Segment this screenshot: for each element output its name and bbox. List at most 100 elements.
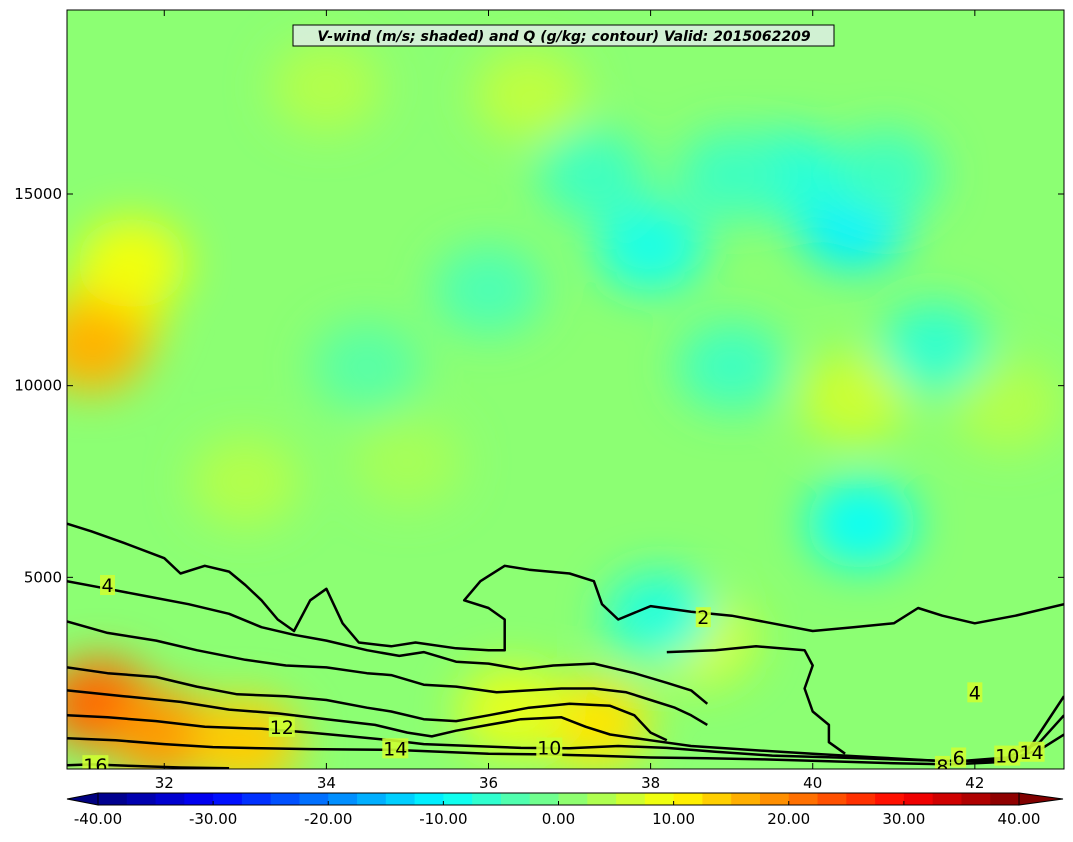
- x-tick-label: 32: [155, 774, 174, 792]
- x-tick-label: 42: [965, 774, 984, 792]
- contour-label-bg-7: [268, 716, 295, 737]
- x-tick-label: 34: [317, 774, 336, 792]
- shade-region-16: [603, 570, 714, 661]
- shade-region-21: [352, 417, 463, 508]
- colorbar-segment: [673, 793, 704, 805]
- shade-region-1: [67, 302, 147, 393]
- colorbar-segment: [529, 793, 560, 805]
- colorbar-tick-label: 20.00: [767, 810, 810, 828]
- colorbar-segment: [472, 793, 502, 805]
- colorbar-tick-label: 40.00: [998, 810, 1041, 828]
- shade-region-17: [271, 41, 382, 132]
- plot-area: 2 4 4 68 10 10 12 14 14 16: [67, 10, 1064, 778]
- y-tick-label: 10000: [14, 377, 62, 395]
- contour-label-7: 12: [270, 717, 294, 739]
- colorbar-segment: [961, 793, 991, 805]
- colorbar-segment: [932, 793, 963, 805]
- contour-label-3: 6: [953, 748, 965, 770]
- colorbar-segment: [98, 793, 128, 805]
- y-tick-label: 15000: [14, 185, 62, 203]
- colorbar-segment: [385, 793, 416, 805]
- contour-label-9: 14: [1019, 742, 1043, 764]
- colorbar-segment: [846, 793, 876, 805]
- colorbar: -40.00 -30.00 -20.00 -10.00 0.00 10.00 20.00 30…: [66, 792, 1064, 828]
- contour-label-bg-1: [100, 575, 116, 595]
- colorbar-segment: [875, 793, 905, 805]
- colorbar-tick-label: -20.00: [304, 810, 352, 828]
- colorbar-segment: [443, 793, 473, 805]
- contour-label-bg-2: [967, 682, 983, 703]
- contour-q-4-2: [666, 645, 846, 755]
- contour-label-1: 4: [101, 575, 113, 597]
- colorbar-segment: [213, 793, 243, 805]
- colorbar-extend-min: [66, 792, 99, 806]
- plot-frame: [66, 9, 1065, 770]
- contour-label-10: 16: [83, 755, 107, 777]
- shade-region-18: [474, 49, 585, 140]
- shade-region-12: [595, 202, 706, 293]
- contour-q-2-0: [67, 522, 1064, 652]
- y-tick-label: 5000: [24, 568, 62, 586]
- colorbar-segment: [702, 793, 732, 805]
- colorbar-segment: [788, 793, 819, 805]
- colorbar-tick-label: 30.00: [882, 810, 925, 828]
- contour-label-4: 8: [936, 756, 948, 778]
- contour-label-bg-8: [382, 738, 409, 759]
- contour-label-bg-4: [934, 755, 950, 769]
- shading: [67, 41, 1063, 769]
- title-background: [292, 24, 835, 47]
- x-axis: 32 34 36 38 40 42: [155, 10, 984, 792]
- colorbar-segment: [587, 793, 617, 805]
- contour-q-6-3: [67, 620, 708, 726]
- colorbar-segment: [500, 793, 531, 805]
- contour-label-bg-9: [1018, 741, 1045, 762]
- colorbar-segment: [644, 793, 675, 805]
- colorbar-segment: [731, 793, 761, 805]
- contour-label-6: 10: [995, 746, 1019, 768]
- contour-q-4-1: [67, 579, 709, 705]
- colorbar-segment: [155, 793, 185, 805]
- shade-region-2: [76, 218, 187, 308]
- shade-region-22: [190, 436, 301, 527]
- shade-region-20: [952, 359, 1063, 450]
- contour-label-5: 10: [537, 738, 561, 760]
- colorbar-segment: [241, 793, 272, 805]
- colorbar-tick-label: -40.00: [74, 810, 122, 828]
- y-axis: 5000 10000 15000: [14, 185, 1064, 586]
- colorbar-tick-label: -10.00: [419, 810, 467, 828]
- colorbar-tick-label: 0.00: [542, 810, 575, 828]
- shade-region-26: [676, 321, 787, 412]
- shade-region-25: [311, 321, 422, 412]
- colorbar-extend-max: [1018, 792, 1064, 806]
- colorbar-segment: [903, 793, 934, 805]
- chart-title: V-wind (m/s; shaded) and Q (g/kg; contou…: [317, 29, 810, 45]
- shade-region-11: [830, 129, 941, 220]
- colorbar-segment: [990, 793, 1020, 805]
- shade-region-24: [433, 244, 544, 335]
- shade-region-5: [190, 697, 301, 769]
- colorbar-segment: [357, 793, 387, 805]
- colorbar-tick-label: -30.00: [189, 810, 237, 828]
- contour-labels: 2 4 4 68 10 10 12 14 14 16: [82, 575, 1045, 778]
- colorbar-segment: [558, 793, 588, 805]
- chart-title-box: V-wind (m/s; shaded) and Q (g/kg; contou…: [292, 24, 835, 47]
- contour-q-8-4: [67, 666, 668, 742]
- contour-label-2: 4: [969, 682, 981, 704]
- x-tick-label: 36: [479, 774, 498, 792]
- shade-region-9: [806, 478, 917, 569]
- colorbar-segment: [414, 793, 444, 805]
- contour-label-bg-6: [994, 745, 1021, 766]
- contour-label-bg-10: [82, 755, 109, 769]
- x-tick-label: 40: [803, 774, 822, 792]
- colorbar-segment: [270, 793, 301, 805]
- colorbar-segment: [759, 793, 790, 805]
- colorbar-segment: [328, 793, 358, 805]
- colorbar-segment: [616, 793, 646, 805]
- shade-region-23: [879, 302, 990, 393]
- x-tick-label: 38: [641, 774, 660, 792]
- shade-region-19: [798, 352, 909, 443]
- colorbar-segment: [299, 793, 329, 805]
- colorbar-tick-label: 10.00: [652, 810, 695, 828]
- colorbar-segment: [817, 793, 847, 805]
